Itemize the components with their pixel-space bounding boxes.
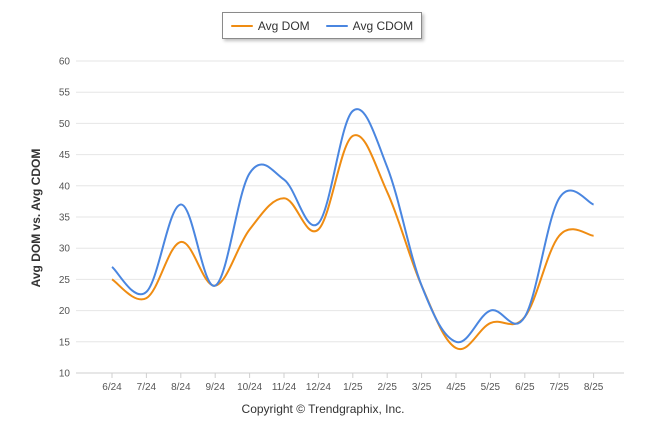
y-tick-label: 20 [59, 306, 71, 317]
x-tick-label: 9/24 [205, 382, 225, 393]
y-tick-labels: 10 15 20 25 30 35 40 45 50 55 60 [59, 57, 71, 380]
y-tick-label: 15 [59, 337, 71, 348]
legend: Avg DOM Avg CDOM [222, 12, 422, 39]
x-tick-label: 11/24 [272, 382, 297, 393]
x-tick-label: 5/25 [481, 382, 501, 393]
legend-label-dom: Avg DOM [257, 18, 310, 33]
y-tick-label: 45 [59, 150, 71, 161]
y-tick-label: 40 [59, 181, 71, 192]
y-tick-label: 35 [59, 213, 71, 224]
x-tick-labels: 6/24 7/24 8/24 9/24 10/24 11/24 12/24 1/25 2/25 3… [102, 373, 604, 393]
y-tick-label: 55 [59, 88, 71, 99]
y-tick-label: 30 [59, 244, 71, 255]
x-tick-label: 6/25 [515, 382, 535, 393]
y-tick-label: 25 [59, 275, 71, 286]
y-tick-label: 50 [59, 119, 71, 130]
x-tick-label: 8/25 [584, 382, 604, 393]
legend-label-cdom: Avg CDOM [352, 18, 414, 33]
x-tick-label: 10/24 [237, 382, 262, 393]
x-tick-label: 8/24 [171, 382, 191, 393]
copyright-text: Copyright © Trendgraphix, Inc. [241, 402, 405, 416]
x-tick-label: 2/25 [377, 382, 397, 393]
x-tick-label: 1/25 [343, 382, 363, 393]
grid-lines [76, 60, 624, 374]
legend-swatch-dom [230, 24, 253, 27]
x-tick-label: 6/24 [102, 382, 122, 393]
series-lines [111, 108, 595, 351]
x-tick-label: 7/24 [137, 382, 157, 393]
x-tick-label: 7/25 [549, 382, 569, 393]
y-tick-label: 10 [59, 369, 71, 380]
series-line-avg-dom[interactable] [111, 134, 594, 351]
x-tick-label: 3/25 [412, 382, 432, 393]
legend-item-dom[interactable]: Avg DOM [230, 18, 310, 33]
x-tick-label: 12/24 [306, 382, 331, 393]
series-line-avg-cdom[interactable] [111, 108, 595, 343]
legend-item-cdom[interactable]: Avg CDOM [325, 18, 414, 33]
y-tick-label: 60 [59, 57, 71, 68]
x-tick-label: 4/25 [446, 382, 466, 393]
legend-swatch-cdom [325, 24, 348, 27]
y-axis-label: Avg DOM vs. Avg CDOM [29, 148, 43, 288]
